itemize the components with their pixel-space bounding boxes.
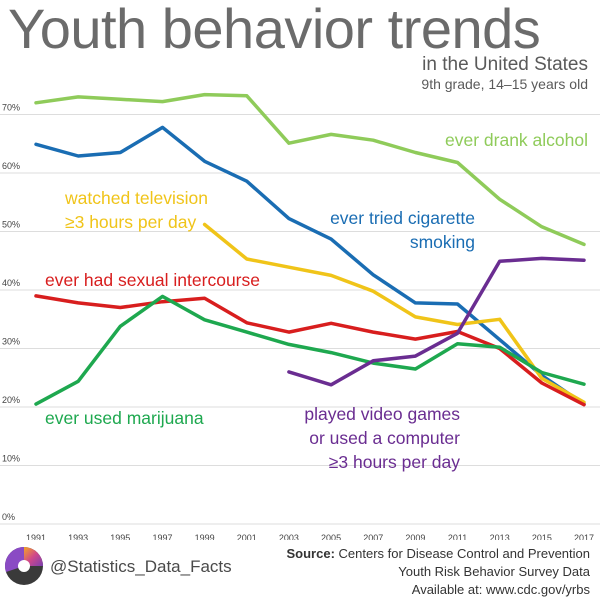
series-line-video-games (287, 256, 586, 387)
x-tick-label: 2007 (363, 533, 383, 540)
source-line-2: Youth Risk Behavior Survey Data (398, 564, 590, 579)
series-label-cigarette: smoking (410, 232, 475, 252)
x-tick-label: 1991 (26, 533, 46, 540)
source-line-1: Centers for Disease Control and Preventi… (338, 546, 590, 561)
series-label-cigarette: ever tried cigarette (330, 208, 475, 228)
y-tick-label: 20% (2, 395, 20, 405)
y-tick-label: 0% (2, 512, 15, 522)
x-tick-label: 2017 (574, 533, 594, 540)
x-tick-label: 1999 (195, 533, 215, 540)
y-tick-label: 10% (2, 454, 20, 464)
series-label-video-games: ≥3 hours per day (329, 452, 460, 472)
source-label: Source: (286, 546, 335, 561)
source-line-3: Available at: www.cdc.gov/yrbs (411, 582, 590, 597)
x-tick-label: 2013 (490, 533, 510, 540)
line-chart: 0% 10% 20% 30% 40% 50% 60% 70% 1991 1993 1995 1997 1… (0, 92, 600, 540)
series-line-alcohol (34, 92, 586, 247)
series-label-sexual-intercourse: ever had sexual intercourse (45, 270, 260, 290)
x-tick-label: 2009 (405, 533, 425, 540)
x-tick-label: 1997 (152, 533, 172, 540)
series-label-video-games: or used a computer (309, 428, 460, 448)
x-tick-label: 2011 (448, 533, 467, 540)
y-tick-label: 70% (2, 103, 20, 113)
x-tick-label: 2015 (532, 533, 552, 540)
source-note: Source: Centers for Disease Control and … (287, 545, 591, 599)
statistics-logo-icon (5, 547, 43, 585)
chart-subtitle-age: 9th grade, 14–15 years old (421, 76, 588, 92)
social-handle: @Statistics_Data_Facts (50, 557, 232, 576)
x-tick-label: 1993 (68, 533, 88, 540)
x-tick-label: 2001 (237, 533, 257, 540)
series-line-marijuana (34, 294, 586, 406)
series-label-alcohol: ever drank alcohol (445, 130, 588, 150)
series-label-video-games: played video games (304, 404, 460, 424)
series-label-television: ≥3 hours per day (65, 212, 196, 232)
x-tick-label: 1995 (110, 533, 130, 540)
x-tick-label: 2003 (279, 533, 299, 540)
series-line-television (202, 222, 586, 405)
series-line-cigarette (34, 125, 586, 406)
y-tick-label: 40% (2, 278, 20, 288)
chart-title: Youth behavior trends (8, 0, 541, 60)
y-tick-label: 30% (2, 337, 20, 347)
x-tick-label: 2005 (321, 533, 341, 540)
y-tick-label: 50% (2, 220, 20, 230)
y-tick-label: 60% (2, 161, 20, 171)
series-label-television: watched television (64, 188, 208, 208)
series-label-marijuana: ever used marijuana (45, 408, 204, 428)
chart-subtitle: in the United States (422, 54, 588, 75)
